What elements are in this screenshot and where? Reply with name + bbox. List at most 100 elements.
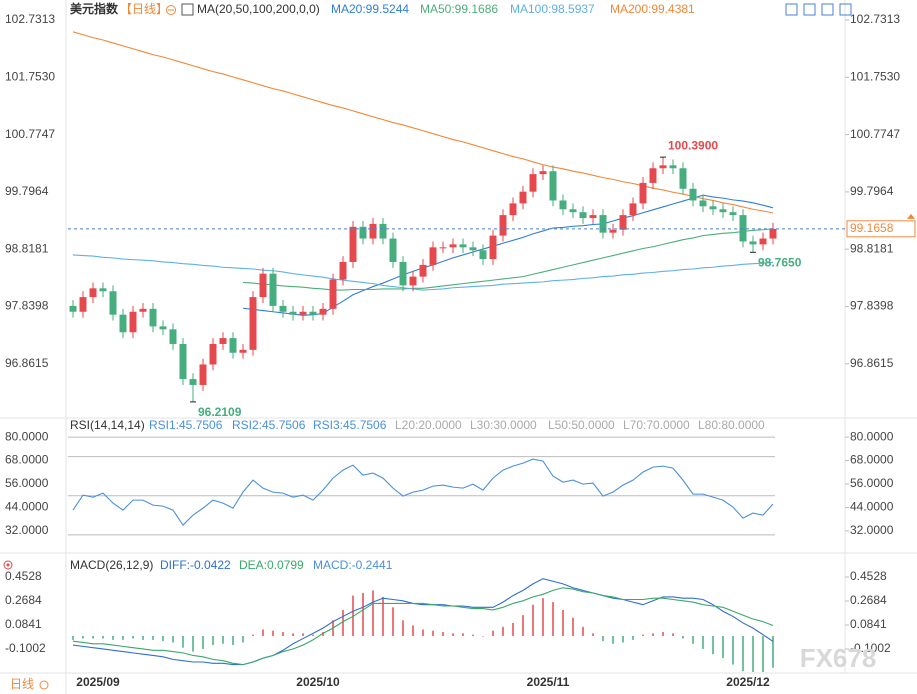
macd-bar [552,602,554,636]
candle-body [409,276,417,286]
candle-body [199,364,207,385]
y-tick-label: 98.8181 [850,241,894,255]
y-tick-label: 44.0000 [850,500,894,514]
macd-bar [382,596,384,636]
tool-button[interactable] [803,3,816,16]
last-price-label: 99.1658 [850,221,894,235]
macd-bar [252,634,254,636]
candle-body [729,212,737,216]
candle-body [429,247,437,265]
candle-body [469,247,477,251]
header: 美元指数 【日线】 MA(20,50,100,200,0,0) RSI(14,1… [3,1,320,572]
annotation-label: 98.7650 [758,255,802,269]
tool-button[interactable] [785,3,798,16]
macd-bar [142,635,144,640]
last-price-arrow [907,213,915,219]
candle-body [129,311,137,333]
macd-bar [572,617,574,636]
y-tick-label: -0.1002 [5,641,46,655]
settings-icon[interactable] [181,3,194,16]
candle-body [319,308,327,315]
tool-button[interactable] [821,3,834,16]
macd-bar [672,633,674,636]
macd-title: MACD(26,12,9) [70,558,153,572]
candle-body [339,261,347,280]
legend-entry: DEA:0.0799 [239,558,304,572]
y-tick-label: 0.4528 [850,569,887,583]
candle-body [109,291,117,315]
y-tick-label: 56.0000 [850,476,894,490]
macd-bar [582,626,584,636]
candle-body [639,182,647,204]
macd-bar [752,635,754,672]
macd-bar [342,609,344,636]
candle-body [529,174,537,192]
candle-body [459,244,467,248]
y-tick-label: 80.0000 [5,429,49,443]
macd-bar [622,635,624,643]
legend-entry: RSI2:45.7506 [232,418,306,432]
macd-bar [222,635,224,644]
candle-body [259,273,267,298]
candle-body [489,235,497,260]
y-tick-label: 0.0841 [5,617,42,631]
candle-body [189,379,197,385]
candle-body [709,206,717,210]
y-tick-label: 102.7313 [850,12,900,26]
y-tick-label: 0.0841 [850,617,887,631]
period-label[interactable]: 日线 [10,677,34,691]
macd-bar [702,635,704,649]
toggle-icon[interactable] [166,5,176,15]
ma-line [72,254,774,291]
macd-bar [202,635,204,649]
candle-body [139,308,147,312]
candle-body [689,188,697,201]
y-tick-label: 68.0000 [5,453,49,467]
candle-body [239,349,247,353]
macd-bar [442,632,444,636]
y-tick-label: 98.8181 [5,241,49,255]
candle-body [399,261,407,286]
macd-bar [632,635,634,640]
x-tick-label: 2025/12 [726,675,770,689]
y-tick-label: 68.0000 [850,453,894,467]
candle-body [769,228,777,239]
legend-entry: L20:20.0000 [395,418,462,432]
toolbar [785,3,852,16]
annotation-label: 100.3900 [668,138,718,152]
macd-bar [772,635,774,668]
macd-bar [152,635,154,640]
macd-bar [122,635,124,640]
y-tick-label: 32.0000 [850,523,894,537]
macd-bar [512,622,514,636]
period-icon[interactable] [39,680,49,690]
candle-body [149,308,157,327]
macd-bar [102,635,104,639]
candle-body [539,171,547,175]
macd-bar [452,633,454,636]
candle-body [219,338,227,344]
y-tick-label: 101.7530 [850,69,900,83]
y-tick-label: 100.7747 [850,127,900,141]
candle-body [419,264,427,277]
macd-bar [712,635,714,655]
candle-body [569,209,577,213]
candle-body [699,200,707,207]
macd-bar [662,632,664,636]
macd-bar [522,615,524,636]
macd-icon[interactable] [3,560,13,570]
macd-bar [422,629,424,636]
y-tick-label: 101.7530 [5,69,55,83]
macd-bar [182,635,184,648]
macd-bar [82,635,84,639]
y-tick-label: -0.1002 [850,641,891,655]
macd-bar [612,635,614,644]
plot-area [68,436,775,536]
macd-bar [392,607,394,636]
tool-button[interactable] [839,3,852,16]
macd-bar [112,635,114,640]
chart-subtitle[interactable]: 【日线】 [120,2,168,16]
candle-body [749,241,757,245]
candle-body [379,223,387,239]
